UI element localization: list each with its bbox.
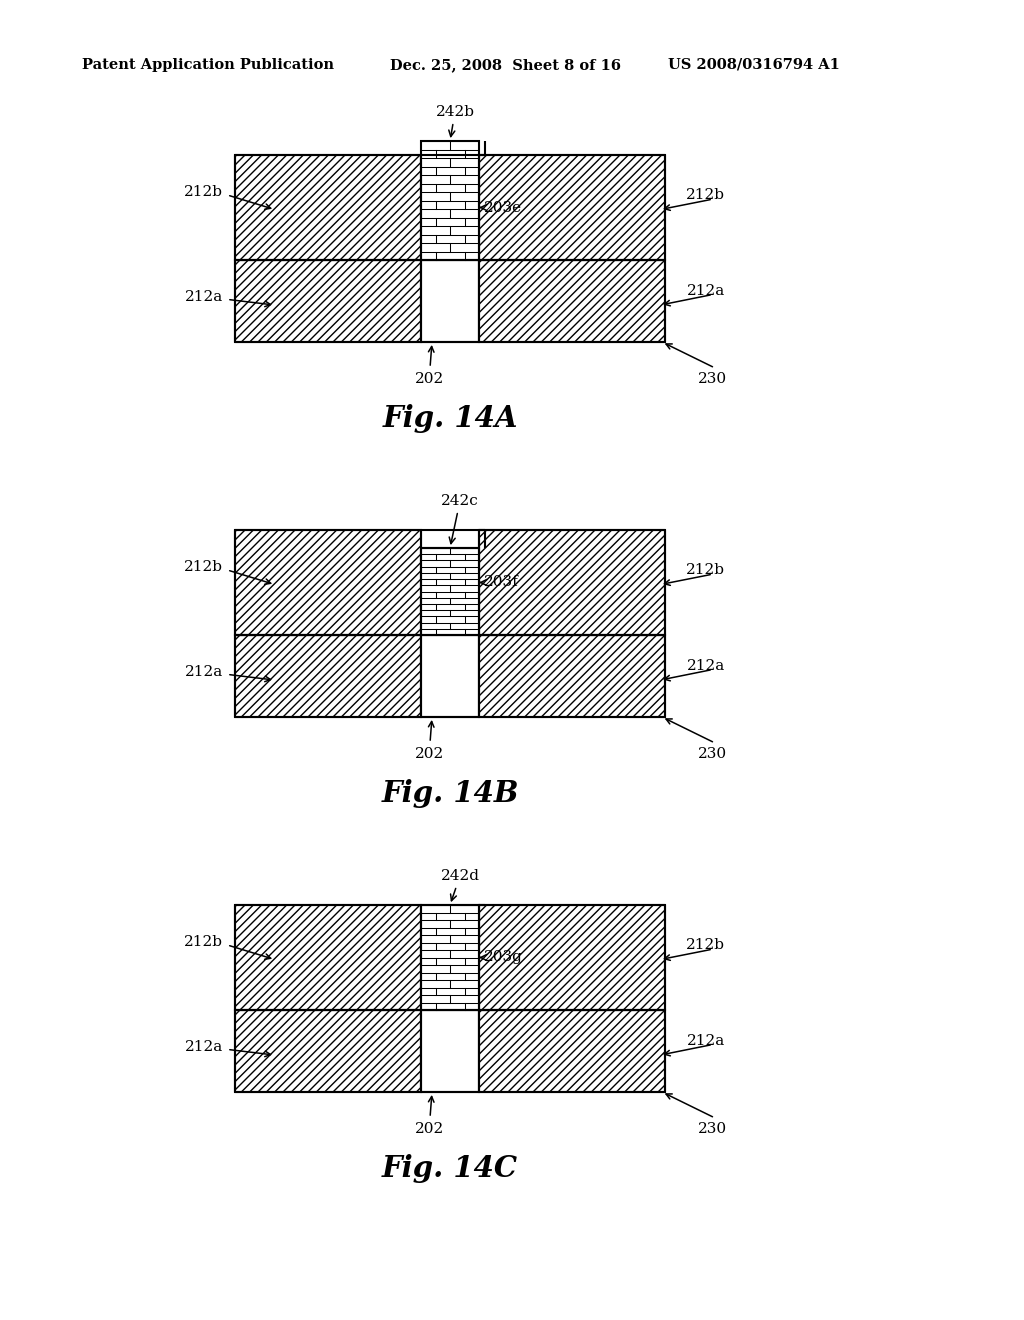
Text: 212a: 212a xyxy=(184,1040,223,1053)
Bar xyxy=(421,141,479,260)
Text: 203e: 203e xyxy=(480,201,522,214)
Text: 212a: 212a xyxy=(184,665,223,678)
Bar xyxy=(234,531,421,635)
Bar xyxy=(234,154,421,260)
Text: 242c: 242c xyxy=(441,494,479,544)
Text: 212b: 212b xyxy=(686,562,725,577)
Bar xyxy=(234,635,421,717)
Text: US 2008/0316794 A1: US 2008/0316794 A1 xyxy=(668,58,840,73)
Text: 212a: 212a xyxy=(687,284,725,298)
Text: 212b: 212b xyxy=(686,187,725,202)
Text: 202: 202 xyxy=(416,747,444,762)
Text: 242b: 242b xyxy=(435,106,474,136)
Bar xyxy=(479,154,665,260)
Text: 230: 230 xyxy=(698,1122,727,1137)
Bar xyxy=(479,1010,665,1092)
Text: 242d: 242d xyxy=(440,869,479,900)
Text: 230: 230 xyxy=(698,747,727,762)
Bar xyxy=(234,906,421,1010)
Text: 212a: 212a xyxy=(184,290,223,304)
Bar xyxy=(421,906,479,1010)
Bar xyxy=(421,1010,479,1092)
Text: Patent Application Publication: Patent Application Publication xyxy=(82,58,334,73)
Text: 202: 202 xyxy=(416,1122,444,1137)
Text: Fig. 14C: Fig. 14C xyxy=(382,1154,518,1183)
Bar xyxy=(479,260,665,342)
Text: 212a: 212a xyxy=(687,659,725,673)
Text: 212a: 212a xyxy=(687,1034,725,1048)
Bar xyxy=(421,635,479,717)
Text: 230: 230 xyxy=(698,372,727,385)
Text: 212b: 212b xyxy=(184,185,223,199)
Bar xyxy=(421,260,479,342)
Bar xyxy=(421,548,479,635)
Text: 203g: 203g xyxy=(480,950,523,965)
Text: 212b: 212b xyxy=(686,939,725,952)
Text: Fig. 14A: Fig. 14A xyxy=(382,404,518,433)
Text: Dec. 25, 2008  Sheet 8 of 16: Dec. 25, 2008 Sheet 8 of 16 xyxy=(390,58,621,73)
Bar xyxy=(479,906,665,1010)
Text: 212b: 212b xyxy=(184,935,223,949)
Text: 202: 202 xyxy=(416,372,444,385)
Text: 203f: 203f xyxy=(480,576,519,590)
Bar xyxy=(234,260,421,342)
Bar xyxy=(234,1010,421,1092)
Bar xyxy=(479,635,665,717)
Bar xyxy=(479,531,665,635)
Text: 212b: 212b xyxy=(184,560,223,574)
Text: Fig. 14B: Fig. 14B xyxy=(381,779,519,808)
